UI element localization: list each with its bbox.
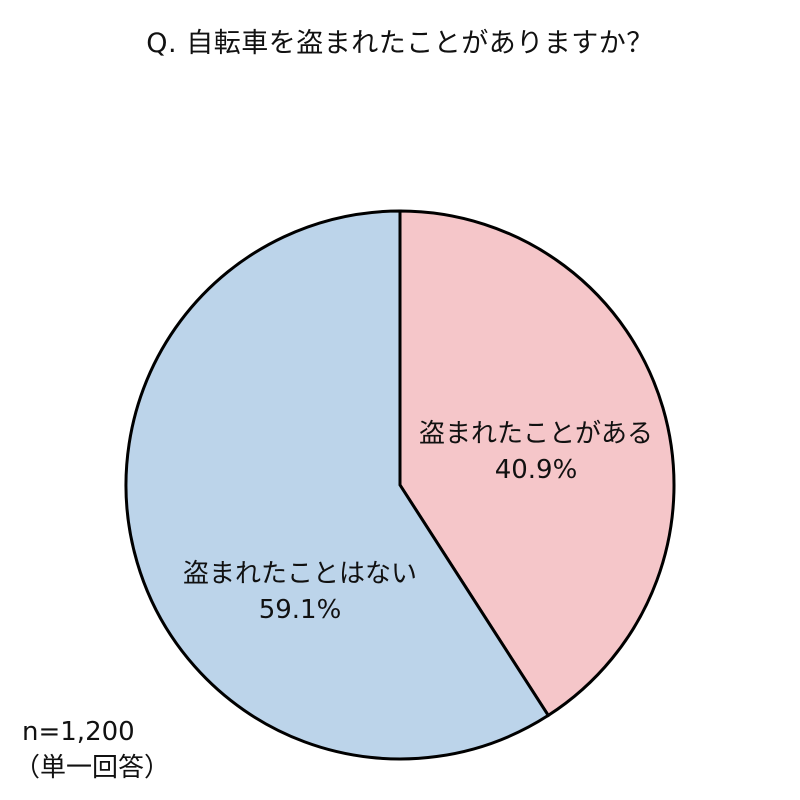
pie-slices: [124, 209, 676, 761]
answer-type-note: （単一回答）: [14, 753, 171, 783]
sample-size-note: n=1,200: [22, 717, 135, 747]
slice-category-label: 盗まれたことがある: [419, 419, 653, 449]
slice-labels: 盗まれたことがある 40.9% 盗まれたことはない 59.1%: [183, 419, 653, 625]
slice-value-label: 40.9%: [495, 455, 578, 485]
pie-slice-2: [124, 209, 551, 761]
slice-value-label: 59.1%: [259, 595, 342, 625]
chart-title: Q. 自転車を盗まれたことがありますか？: [146, 28, 654, 59]
slice-category-label: 盗まれたことはない: [183, 559, 417, 589]
